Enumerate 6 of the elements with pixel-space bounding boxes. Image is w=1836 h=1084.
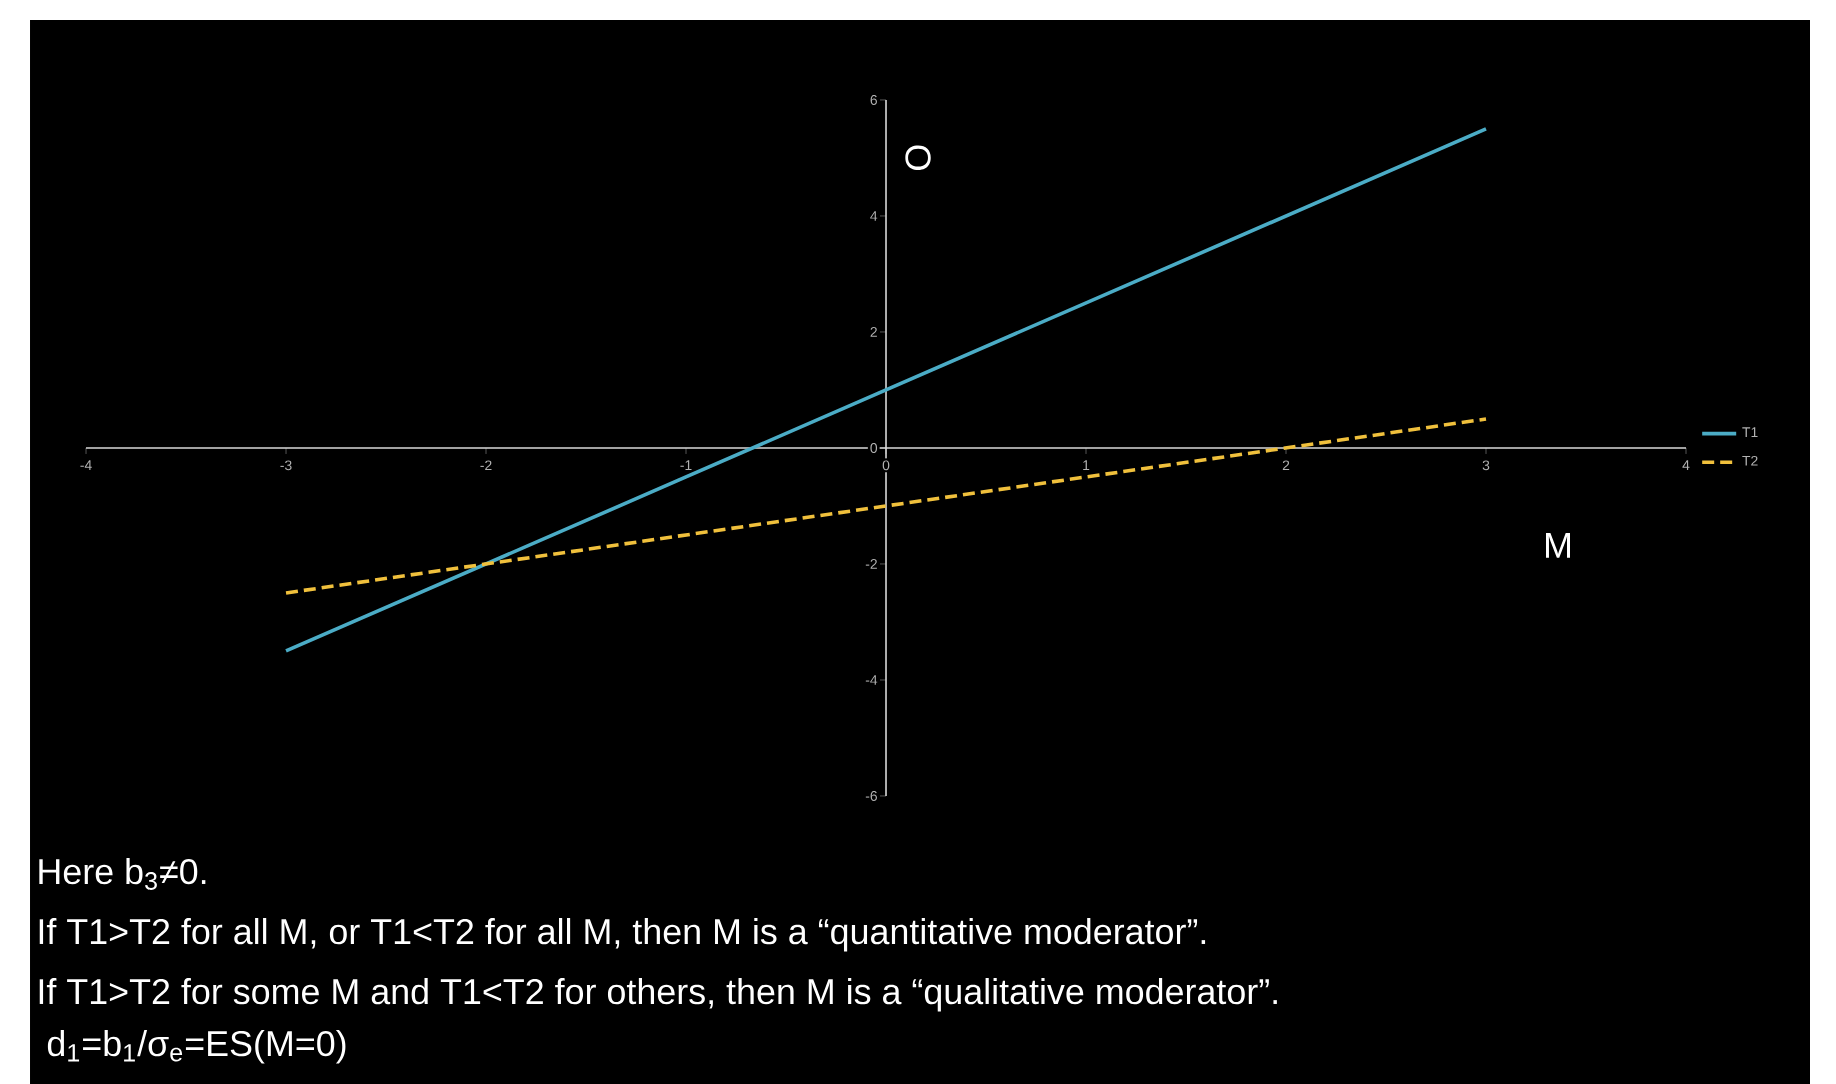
x-axis-title: M (1546, 533, 1570, 558)
text: Here b$_{3}$≠0. (39, 857, 206, 890)
text: d$_{1}$=b$_{1}$/σ$_{e}$=ES(M=0) (47, 1029, 346, 1064)
text: If T1>T2 for some M and T1<T2 for others, then M is a “qualitative moderator”. (39, 977, 1277, 1012)
y-axis-title: O (905, 145, 931, 170)
text: If T1>T2 for all M, or T1<T2 for all M, then M is a “quantitative moderator”. (39, 917, 1206, 952)
